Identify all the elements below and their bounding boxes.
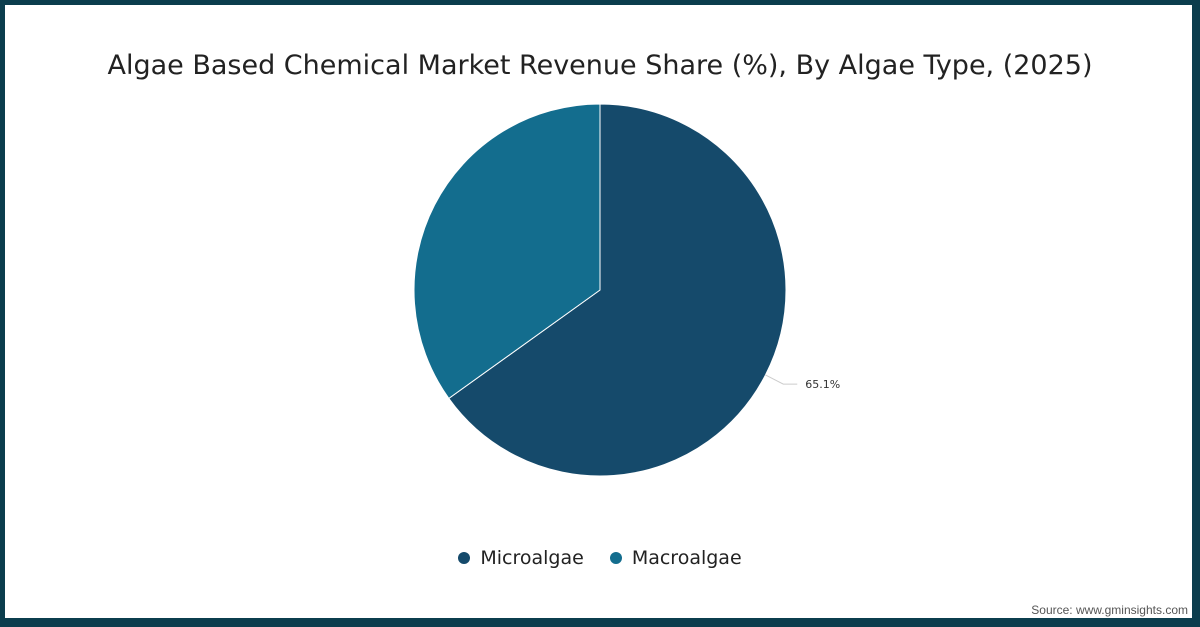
legend-marker xyxy=(609,552,622,564)
legend-marker xyxy=(458,552,471,564)
legend-item-microalgae[interactable]: Microalgae xyxy=(458,547,584,569)
pie-slice-microalgae[interactable] xyxy=(448,103,787,477)
data-label: 65.1% xyxy=(805,378,840,391)
source-note: Source: www.gminsights.com xyxy=(1031,603,1188,617)
chart-title: Algae Based Chemical Market Revenue Shar… xyxy=(107,50,1093,81)
legend-item-macroalgae[interactable]: Macroalgae xyxy=(609,547,742,569)
leader-line xyxy=(765,374,798,385)
legend-label: Macroalgae xyxy=(631,547,742,569)
legend: Microalgae Macroalgae xyxy=(0,547,1200,569)
legend-label: Microalgae xyxy=(480,547,584,569)
pie-slice-macroalgae[interactable] xyxy=(413,103,601,400)
